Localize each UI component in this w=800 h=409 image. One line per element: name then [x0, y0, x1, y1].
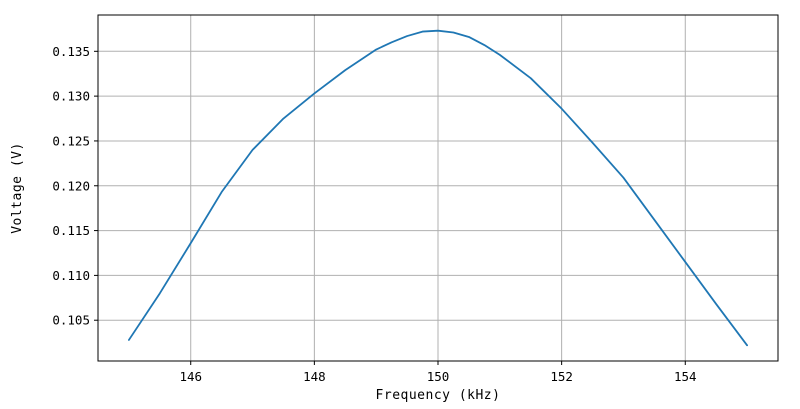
- x-tick-label: 152: [550, 369, 573, 384]
- x-axis-label: Frequency (kHz): [376, 388, 501, 403]
- x-tick-label: 148: [303, 369, 326, 384]
- grid-lines: [98, 15, 778, 361]
- y-tick-label: 0.110: [52, 268, 90, 283]
- x-tick-label: 154: [674, 369, 697, 384]
- y-tick-label: 0.115: [52, 223, 90, 238]
- y-axis-label: Voltage (V): [10, 142, 25, 234]
- y-tick-label: 0.105: [52, 313, 90, 328]
- data-series: [128, 29, 748, 347]
- y-tick-label: 0.135: [52, 44, 90, 59]
- y-tick-label: 0.120: [52, 178, 90, 193]
- axes: [94, 14, 779, 365]
- y-tick-label: 0.125: [52, 133, 90, 148]
- tick-labels: 146 148 150 152 154 0.105 0.110 0.115 0.120 0.125…: [52, 44, 696, 384]
- x-tick-label: 146: [179, 369, 202, 384]
- data-line-voltage-response: [128, 29, 748, 347]
- y-tick-label: 0.130: [52, 89, 90, 104]
- x-tick-label: 150: [427, 369, 450, 384]
